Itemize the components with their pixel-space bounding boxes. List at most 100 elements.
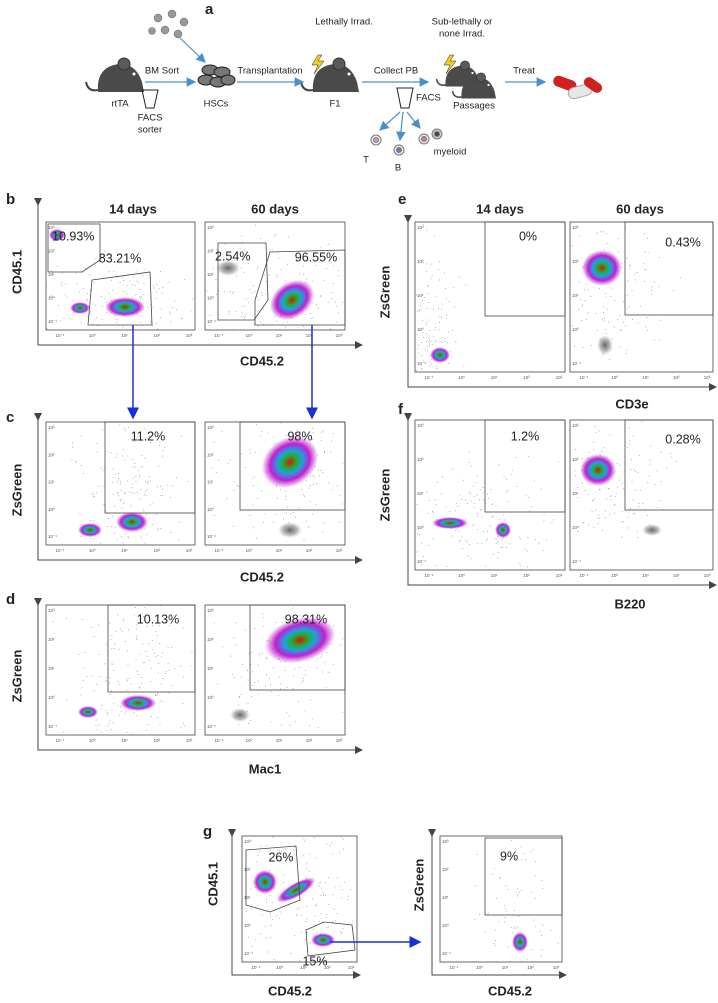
event-dot (541, 880, 543, 881)
event-dot (416, 504, 418, 505)
event-dot (131, 492, 133, 494)
event-dot (93, 690, 95, 692)
event-dot (104, 663, 106, 665)
event-dot (89, 289, 91, 291)
event-dot (487, 530, 489, 532)
event-dot (117, 493, 119, 494)
event-dot (504, 921, 506, 923)
event-dot (637, 530, 638, 532)
event-dot (596, 330, 598, 332)
event-dot (170, 313, 171, 315)
event-dot (670, 452, 671, 454)
event-dot (111, 526, 112, 528)
event-dot (504, 519, 506, 521)
event-dot (161, 652, 163, 654)
event-dot (110, 452, 112, 454)
event-dot (309, 500, 311, 502)
event-dot (308, 487, 310, 489)
event-dot (327, 301, 329, 303)
event-dot (428, 301, 430, 303)
event-dot (263, 308, 264, 310)
event-dot (109, 694, 111, 695)
event-dot (517, 888, 518, 890)
event-dot (604, 249, 605, 251)
event-dot (276, 274, 278, 276)
event-dot (519, 891, 520, 893)
y-tick-label: 10² (572, 457, 579, 462)
event-dot (260, 238, 261, 239)
event-dot (625, 325, 627, 327)
event-dot (533, 919, 535, 921)
event-dot (623, 301, 625, 303)
event-dot (144, 661, 146, 663)
x-tick-label: 10² (153, 548, 160, 553)
hsc-cells (197, 64, 236, 88)
event-dot (462, 479, 464, 481)
event-dot (157, 486, 158, 488)
mouse-ear (117, 57, 131, 71)
event-dot (181, 435, 182, 437)
event-dot (155, 656, 157, 657)
event-dot (180, 665, 182, 667)
event-dot (145, 729, 147, 731)
event-dot (421, 320, 423, 322)
event-dot (421, 355, 423, 356)
population (430, 347, 450, 363)
label: sorter (138, 125, 162, 136)
event-dot (266, 937, 267, 939)
event-dot (338, 522, 340, 524)
event-dot (236, 275, 237, 277)
event-dot (139, 289, 141, 290)
event-dot (122, 541, 124, 543)
event-dot (269, 678, 270, 680)
event-dot (119, 628, 121, 630)
event-dot (605, 517, 606, 518)
event-dot (249, 289, 251, 291)
event-dot (474, 503, 476, 504)
event-dot (252, 503, 254, 505)
event-dot (157, 328, 159, 330)
event-dot (257, 298, 259, 300)
event-dot (159, 317, 161, 318)
event-dot (315, 264, 317, 266)
event-dot (475, 482, 476, 484)
event-dot (263, 521, 264, 523)
event-dot (278, 695, 280, 697)
event-dot (123, 291, 125, 293)
event-dot (521, 859, 523, 861)
event-dot (605, 292, 607, 294)
event-dot (108, 723, 110, 725)
event-dot (480, 509, 482, 511)
y-tick-label: 10² (207, 452, 214, 457)
event-dot (180, 727, 181, 729)
event-dot (304, 495, 305, 497)
event-dot (309, 485, 311, 486)
event-dot (228, 311, 230, 313)
event-dot (621, 521, 623, 523)
event-dot (621, 511, 623, 512)
event-dot (245, 910, 247, 912)
event-dot (234, 677, 236, 678)
event-dot (426, 229, 428, 231)
x-tick-label: 10³ (336, 333, 343, 338)
event-dot (63, 731, 65, 733)
event-dot (305, 839, 307, 841)
funnel (141, 89, 159, 109)
event-dot (590, 296, 592, 297)
event-dot (150, 667, 152, 669)
event-dot (511, 839, 512, 841)
event-dot (131, 296, 133, 298)
event-dot (423, 555, 424, 557)
event-dot (93, 493, 95, 495)
event-dot (325, 882, 326, 884)
event-dot (638, 455, 640, 456)
event-dot (190, 665, 191, 667)
x-tick-label: 10³ (186, 333, 193, 338)
event-dot (426, 335, 428, 337)
event-dot (285, 495, 287, 497)
event-dot (332, 894, 334, 896)
event-dot (118, 472, 119, 474)
label: Sub-lethally or (432, 17, 493, 28)
